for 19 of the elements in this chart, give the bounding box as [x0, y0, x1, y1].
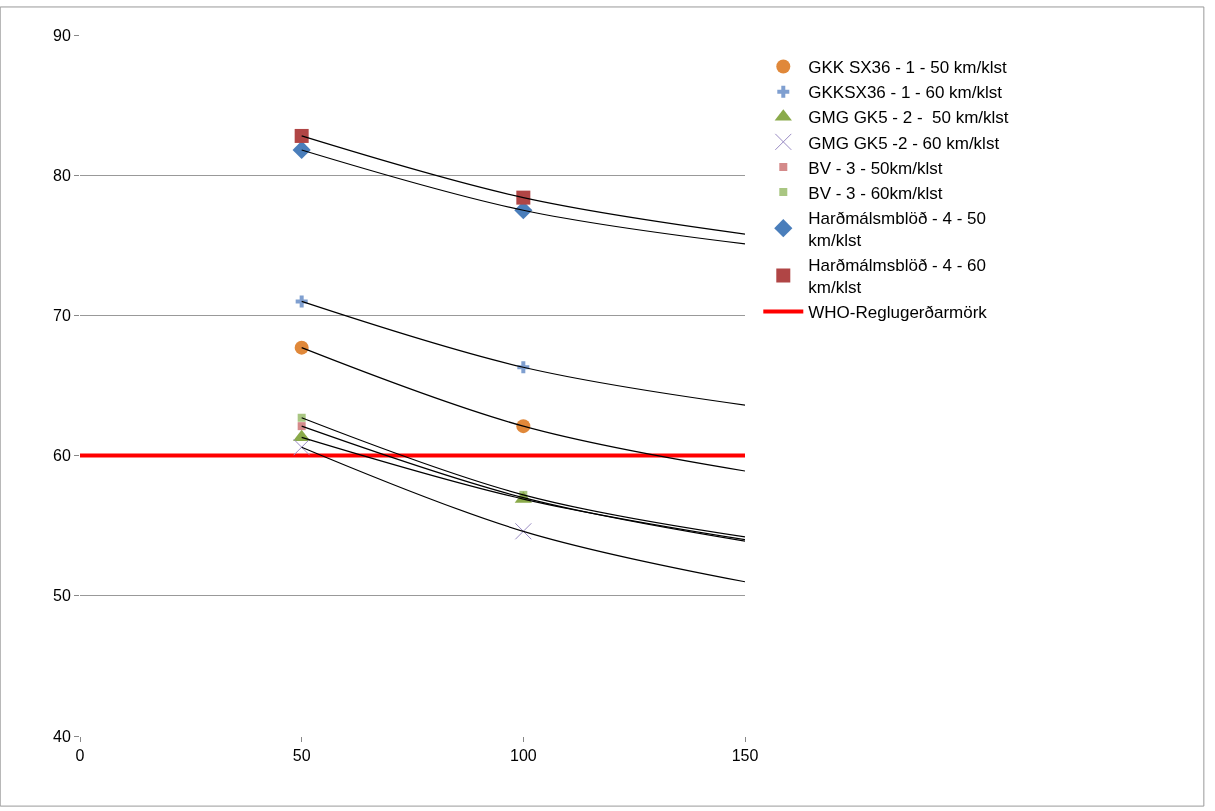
- y-tick-label: 40: [53, 727, 71, 745]
- x-tick-label: 150: [731, 747, 759, 765]
- legend-label: GKKSX36 - 1 - 60 km/klst: [808, 83, 1003, 103]
- legend-label: WHO-Reglugerðarmörk: [808, 303, 988, 323]
- legend-label: Harðmálsmblöð - 4 - 50 km/klst: [808, 208, 986, 250]
- y-tick-label: 70: [53, 307, 71, 324]
- legend-label: BV - 3 - 50km/klst: [808, 158, 943, 178]
- legend-label: Harðmálmsblöð - 4 - 60 km/klst: [808, 256, 986, 298]
- legend-label: GMG GK5 -2 - 60 km/klst: [808, 133, 1000, 153]
- y-tick-label: 80: [53, 166, 71, 184]
- y-tick-label: 50: [53, 587, 71, 605]
- y-tick-label: 60: [53, 447, 71, 465]
- x-tick-label: 0: [75, 747, 85, 765]
- legend-label: BV - 3 - 60km/klst: [808, 183, 943, 203]
- y-tick-label: 90: [53, 26, 71, 44]
- x-tick-label: 100: [509, 747, 537, 765]
- legend-label: GKK SX36 - 1 - 50 km/klst: [808, 58, 1007, 78]
- legend-label: GMG GK5 - 2 - 50 km/klst: [808, 108, 1009, 128]
- x-tick-label: 50: [292, 747, 311, 765]
